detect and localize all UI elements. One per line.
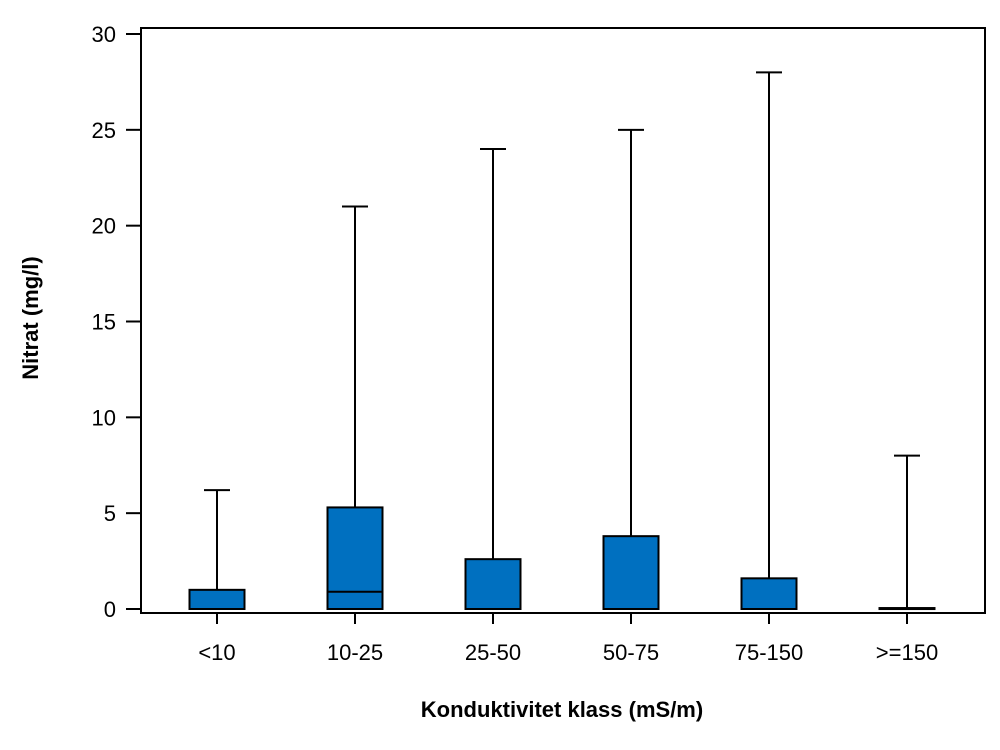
x-tick-label: 10-25 bbox=[327, 640, 383, 665]
box-3 bbox=[464, 148, 522, 611]
boxes bbox=[188, 71, 936, 611]
box-rect bbox=[464, 558, 522, 611]
box-2 bbox=[326, 205, 384, 610]
x-tick-label: >=150 bbox=[876, 640, 938, 665]
box-rect bbox=[188, 588, 246, 610]
y-tick-label: 5 bbox=[104, 501, 116, 526]
y-tick-label: 0 bbox=[104, 597, 116, 622]
box-rect bbox=[326, 506, 384, 610]
x-tick-label: <10 bbox=[198, 640, 235, 665]
x-tick-label: 25-50 bbox=[465, 640, 521, 665]
y-axis-title: Nitrat (mg/l) bbox=[18, 256, 43, 379]
box-rect bbox=[740, 577, 798, 610]
box-5 bbox=[740, 71, 798, 610]
y-axis: 0 5 10 15 20 25 30 bbox=[92, 22, 141, 622]
y-tick-label: 15 bbox=[92, 310, 116, 335]
plot-frame bbox=[140, 27, 986, 614]
box-6 bbox=[878, 454, 936, 611]
x-axis-title: Konduktivitet klass (mS/m) bbox=[421, 697, 703, 722]
y-tick-label: 10 bbox=[92, 405, 116, 430]
box-4 bbox=[602, 128, 660, 611]
x-axis: <10 10-25 25-50 50-75 75-150 >=150 bbox=[198, 613, 938, 665]
y-tick-label: 20 bbox=[92, 214, 116, 239]
y-tick-label: 30 bbox=[92, 22, 116, 47]
x-tick-label: 75-150 bbox=[735, 640, 804, 665]
box-rect bbox=[602, 535, 660, 611]
y-tick-label: 25 bbox=[92, 118, 116, 143]
box-1 bbox=[188, 489, 246, 610]
x-tick-label: 50-75 bbox=[603, 640, 659, 665]
